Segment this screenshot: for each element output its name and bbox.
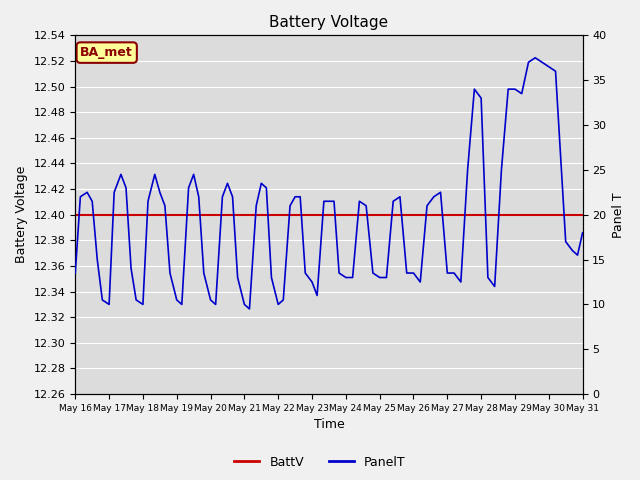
Y-axis label: Panel T: Panel T: [612, 192, 625, 238]
Legend: BattV, PanelT: BattV, PanelT: [229, 451, 411, 474]
Y-axis label: Battery Voltage: Battery Voltage: [15, 166, 28, 264]
Title: Battery Voltage: Battery Voltage: [269, 15, 388, 30]
X-axis label: Time: Time: [314, 419, 344, 432]
Text: BA_met: BA_met: [81, 46, 133, 59]
